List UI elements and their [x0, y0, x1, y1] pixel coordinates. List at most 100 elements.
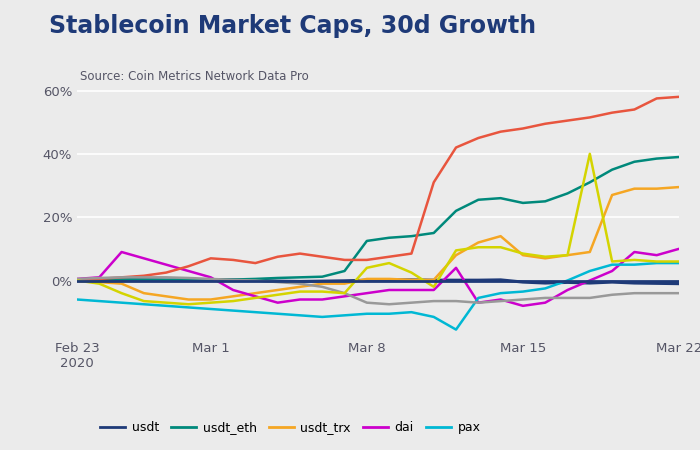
gusd [318, 289, 326, 294]
dai [385, 287, 393, 292]
tusd [184, 275, 192, 281]
gusd [652, 259, 661, 264]
dai [675, 246, 683, 252]
dai [496, 297, 505, 302]
usdc [229, 257, 237, 263]
tusd [452, 298, 460, 304]
dai [184, 268, 192, 274]
usdt_trx [274, 287, 282, 292]
tusd [73, 276, 81, 282]
usdt_trx [340, 281, 349, 286]
dai [519, 303, 527, 309]
tusd [474, 300, 482, 306]
tusd [675, 290, 683, 296]
pax [184, 305, 192, 310]
usdt_eth [162, 277, 170, 283]
gusd [474, 244, 482, 250]
usdt_eth [363, 238, 371, 243]
usdt_trx [630, 186, 638, 191]
dai [162, 262, 170, 267]
usdt_eth [430, 230, 438, 236]
tusd [608, 292, 616, 297]
tusd [385, 302, 393, 307]
dai [630, 249, 638, 255]
pax [95, 298, 104, 304]
usdc [73, 278, 81, 283]
usdt_trx [675, 184, 683, 190]
usdt [363, 278, 371, 283]
gusd [519, 251, 527, 256]
usdt_eth [251, 276, 260, 282]
usdc [251, 261, 260, 266]
pax [430, 314, 438, 319]
usdt_eth [675, 154, 683, 160]
pax [608, 262, 616, 267]
usdc [184, 264, 192, 269]
tusd [318, 284, 326, 289]
usdc [118, 274, 126, 280]
dai [229, 287, 237, 292]
usdt [541, 280, 550, 286]
gusd [95, 281, 104, 286]
tusd [630, 290, 638, 296]
usdt [118, 277, 126, 282]
usdt [474, 278, 482, 283]
usdc [675, 94, 683, 99]
pax [340, 313, 349, 318]
gusd [251, 295, 260, 301]
Line: usdt_trx: usdt_trx [77, 187, 679, 300]
usdc [140, 273, 148, 279]
usdt [95, 277, 104, 283]
usdt [652, 281, 661, 286]
dai [340, 294, 349, 299]
Line: tusd: tusd [77, 277, 679, 304]
dai [95, 274, 104, 280]
usdt_eth [608, 167, 616, 172]
usdt_trx [251, 290, 260, 296]
Line: usdt_eth: usdt_eth [77, 157, 679, 280]
dai [564, 287, 572, 292]
Legend: usdc, tusd, gusd: usdc, tusd, gusd [95, 447, 311, 450]
gusd [229, 298, 237, 304]
usdt [452, 278, 460, 283]
usdt_eth [340, 268, 349, 274]
dai [407, 287, 416, 292]
usdt_trx [407, 277, 416, 283]
usdc [496, 129, 505, 135]
usdc [430, 180, 438, 185]
pax [564, 278, 572, 283]
tusd [541, 295, 550, 301]
usdc [340, 257, 349, 263]
tusd [519, 297, 527, 302]
gusd [118, 290, 126, 296]
tusd [652, 290, 661, 296]
dai [118, 249, 126, 255]
usdt_trx [496, 234, 505, 239]
usdt_eth [140, 277, 148, 282]
Text: Source: Coin Metrics Network Data Pro: Source: Coin Metrics Network Data Pro [80, 70, 309, 83]
Text: Stablecoin Market Caps, 30d Growth: Stablecoin Market Caps, 30d Growth [49, 14, 536, 37]
usdt_eth [229, 277, 237, 282]
usdc [274, 254, 282, 260]
Line: usdt: usdt [77, 279, 679, 284]
pax [363, 311, 371, 316]
gusd [608, 259, 616, 264]
usdt [274, 279, 282, 284]
usdt_trx [586, 249, 594, 255]
usdc [474, 135, 482, 141]
pax [541, 286, 550, 291]
tusd [496, 298, 505, 304]
dai [296, 297, 304, 302]
pax [407, 310, 416, 315]
dai [474, 300, 482, 306]
gusd [184, 302, 192, 307]
usdt [675, 281, 683, 286]
dai [608, 268, 616, 274]
dai [206, 274, 215, 280]
gusd [675, 259, 683, 264]
pax [586, 268, 594, 274]
usdt_eth [496, 195, 505, 201]
usdt [73, 278, 81, 283]
usdt_trx [296, 284, 304, 289]
usdt_trx [184, 297, 192, 302]
